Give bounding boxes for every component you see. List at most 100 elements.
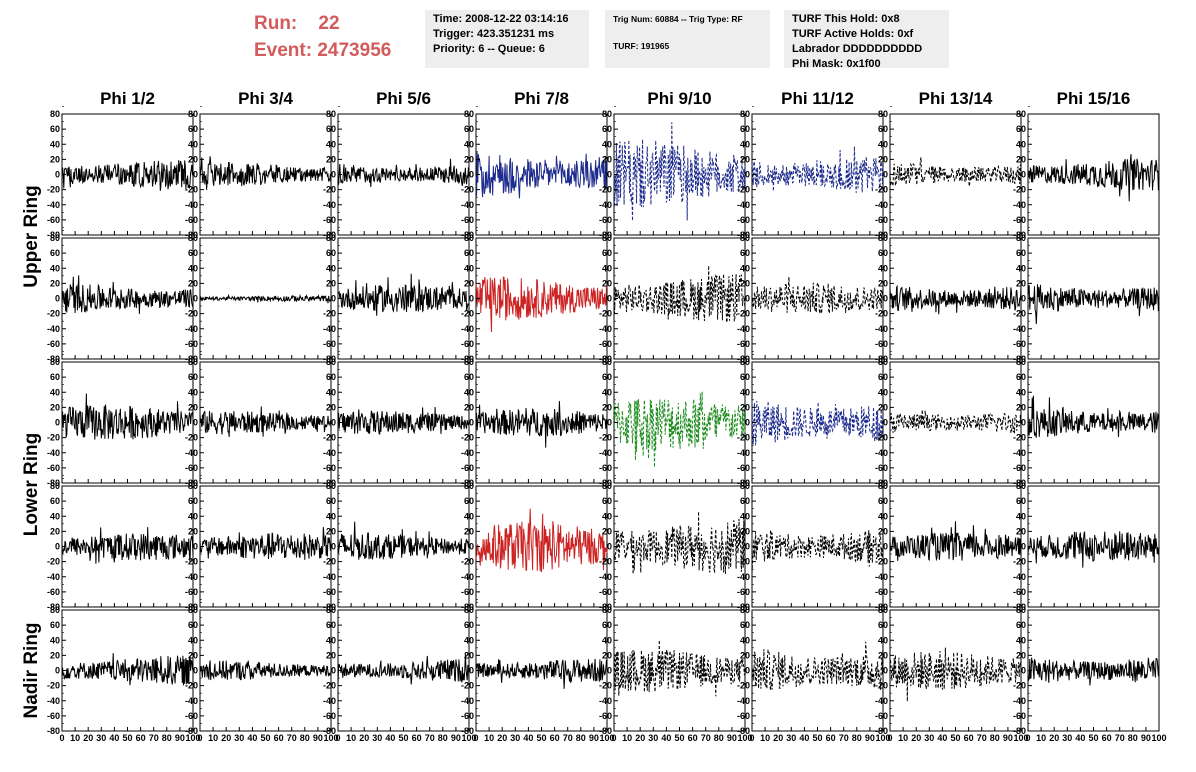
y-tick-label: -20 [1013,681,1026,691]
y-tick-label: 80 [50,357,60,367]
y-tick-label: -20 [47,185,60,195]
y-tick-label: 60 [50,248,60,258]
y-tick-label: -80 [47,230,60,240]
y-tick-label: 80 [878,481,888,491]
y-tick-label: 40 [878,387,888,397]
y-tick-label: 60 [50,124,60,134]
waveform-trace [613,639,746,697]
y-tick-label: 80 [1016,357,1026,367]
y-tick-label: -80 [599,354,612,364]
y-tick-label: 20 [464,526,474,536]
waveform-panel: 80 60 40 20 0 -20 -40 -60 -80 [599,354,746,488]
waveform-trace [337,158,470,188]
y-tick-label: -20 [599,185,612,195]
y-tick-label: 20 [740,402,750,412]
y-tick-label: 20 [326,526,336,536]
y-tick-label: 80 [878,357,888,367]
x-tick-label: 80 [990,733,1000,743]
y-tick-label: -20 [461,681,474,691]
y-tick-label: 60 [878,372,888,382]
y-tick-label: -60 [875,339,888,349]
y-tick-label: 20 [464,278,474,288]
y-tick-label: -20 [323,433,336,443]
y-tick-label: 40 [464,635,474,645]
y-tick-label: 0 [55,170,60,180]
y-tick-label: -80 [599,602,612,612]
column-header: Phi 3/4 [238,89,293,108]
y-tick-label: -60 [323,711,336,721]
waveform-panel: 80 60 40 20 0 -20 -40 -60 -80 [323,230,470,364]
y-tick-label: -60 [185,339,198,349]
y-tick-label: 80 [50,233,60,243]
x-tick-label: 40 [937,733,947,743]
y-tick-label: 20 [50,154,60,164]
y-tick-label: 20 [326,154,336,164]
y-tick-label: 80 [188,233,198,243]
y-tick-label: -40 [737,448,750,458]
y-tick-label: -20 [875,681,888,691]
turf-this-hold-text: TURF This Hold: 0x8 [792,13,900,25]
y-tick-label: 0 [1021,294,1026,304]
y-tick-label: -80 [47,354,60,364]
y-tick-label: 0 [607,666,612,676]
waveform-panel: 80 60 40 20 0 -20 -40 -60 -80 [599,478,746,612]
y-tick-label: -40 [47,200,60,210]
y-tick-label: 20 [602,650,612,660]
y-tick-label: -40 [1013,324,1026,334]
y-tick-label: -20 [1013,309,1026,319]
y-tick-label: -20 [599,309,612,319]
y-tick-label: 20 [464,154,474,164]
x-tick-label: 50 [950,733,960,743]
y-tick-label: 60 [740,372,750,382]
y-tick-label: -40 [461,696,474,706]
trig-num-text: Trig Num: 60884 -- Trig Type: RF [613,14,743,24]
y-tick-label: 0 [193,294,198,304]
waveform-panel: 80 60 40 20 0 -20 -40 -60 -80 [47,230,194,364]
y-tick-label: 80 [740,357,750,367]
y-tick-label: 20 [740,526,750,536]
y-tick-label: -80 [737,478,750,488]
y-tick-label: -80 [323,478,336,488]
y-tick-label: -80 [875,478,888,488]
y-tick-label: 60 [188,372,198,382]
y-tick-label: 0 [745,170,750,180]
y-tick-label: 20 [740,650,750,660]
waveform-panel: 80 60 40 20 0 -20 -40 -60 -80 [875,230,1022,364]
y-tick-label: -60 [47,339,60,349]
y-tick-label: 20 [1016,154,1026,164]
ring-label: Nadir Ring [21,622,42,718]
y-tick-label: -60 [323,339,336,349]
waveform-trace [475,400,608,448]
y-tick-label: -60 [1013,711,1026,721]
y-tick-label: -20 [323,681,336,691]
y-tick-label: -60 [185,587,198,597]
y-tick-label: -40 [461,572,474,582]
y-tick-label: 60 [878,124,888,134]
y-tick-label: 80 [740,109,750,119]
y-tick-label: 40 [50,635,60,645]
y-tick-label: 0 [607,170,612,180]
y-tick-label: -60 [599,339,612,349]
y-tick-label: 60 [464,372,474,382]
y-tick-label: 80 [602,109,612,119]
y-tick-label: 40 [50,511,60,521]
waveform-trace [1027,154,1160,202]
y-tick-label: -60 [461,463,474,473]
y-tick-label: 0 [883,418,888,428]
x-tick-label: 40 [247,733,257,743]
y-tick-label: -80 [461,230,474,240]
x-tick-label: 20 [359,733,369,743]
y-tick-label: -80 [323,354,336,364]
x-tick-label: 90 [313,733,323,743]
y-tick-label: -20 [1013,185,1026,195]
y-tick-label: 80 [602,481,612,491]
y-tick-label: 60 [50,496,60,506]
y-tick-label: -20 [185,681,198,691]
panel-frame [751,237,884,360]
waveform-trace [613,122,746,221]
x-tick-label: 40 [523,733,533,743]
trig-info-box: Trig Num: 60884 -- Trig Type: RF TURF: 19… [605,10,770,68]
y-tick-label: -40 [461,324,474,334]
x-tick-label: 30 [924,733,934,743]
y-tick-label: 0 [331,542,336,552]
